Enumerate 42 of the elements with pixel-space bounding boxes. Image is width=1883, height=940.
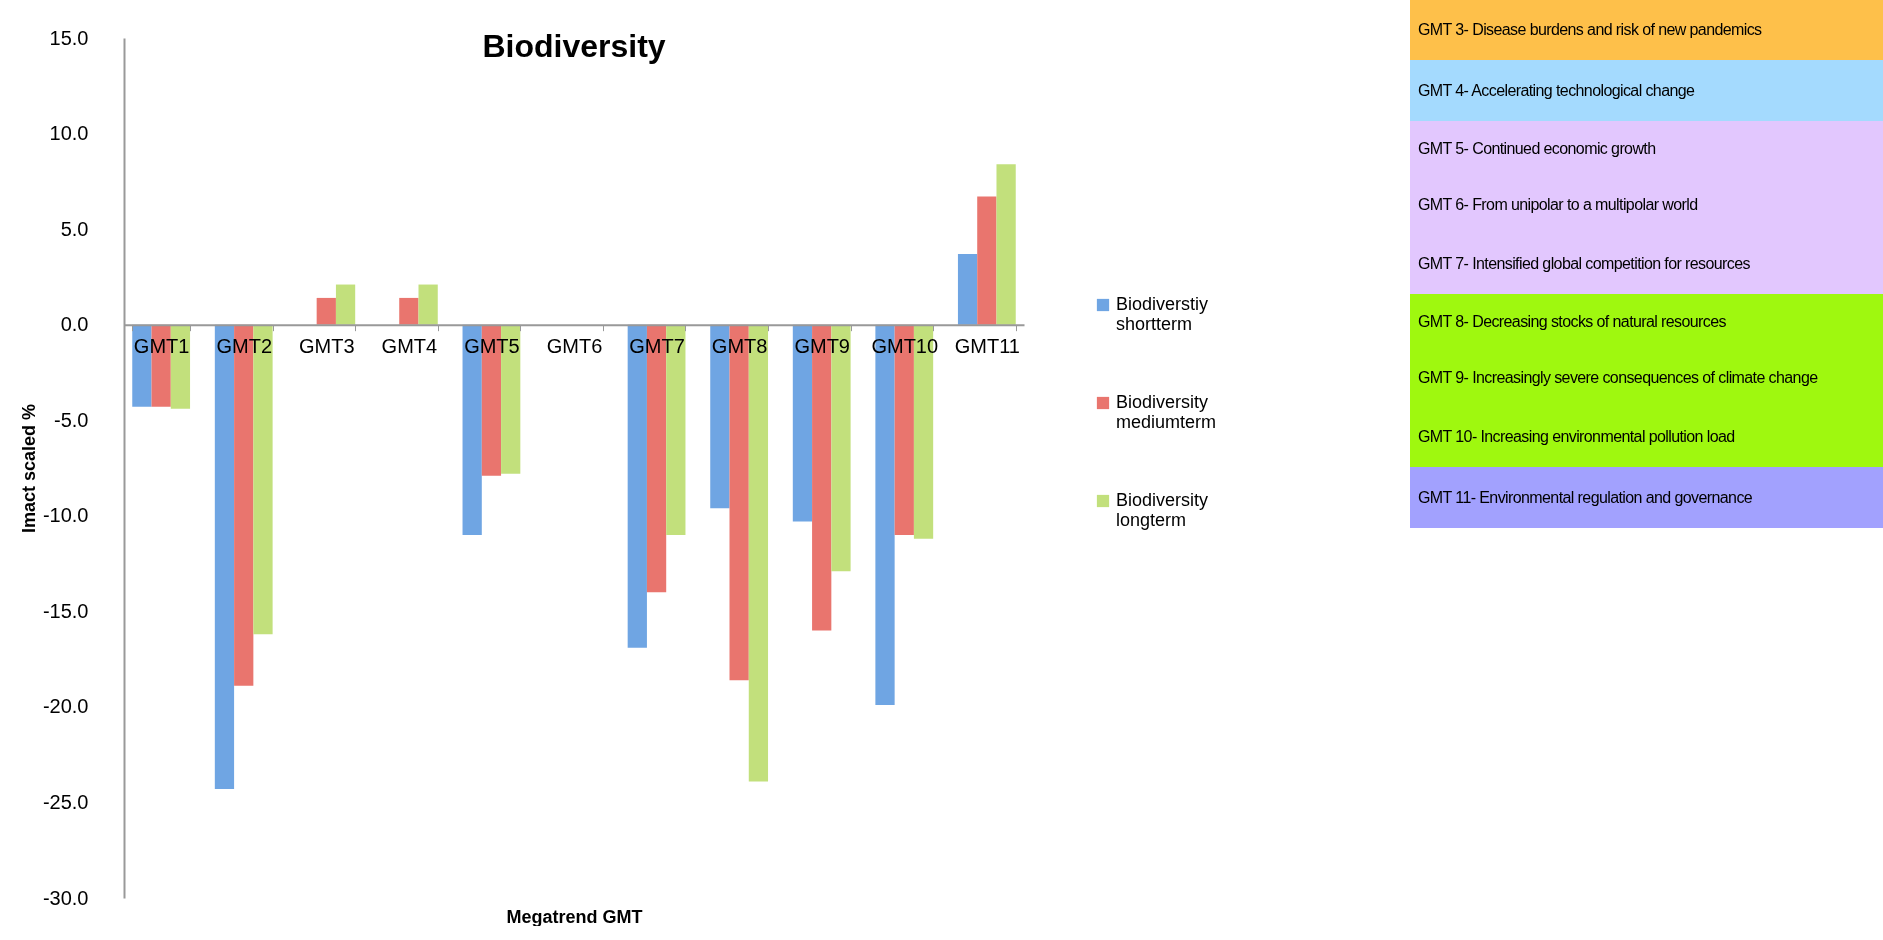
legend-label: Biodiverstiy shortterm bbox=[1116, 294, 1209, 334]
text: GMT 10- Increasing environmental pollution load bbox=[1410, 406, 1883, 467]
legend-label: Biodiversity mediumterm bbox=[1116, 392, 1217, 432]
x-tick-label: GMT9 bbox=[794, 335, 850, 358]
bar bbox=[399, 297, 419, 325]
y-tick-label: -10.0 bbox=[42, 504, 89, 527]
x-tick-label: GMT1 bbox=[133, 335, 190, 358]
text: GMT 5- Continued economic growth bbox=[1410, 121, 1883, 177]
x-tick-label: GMT5 bbox=[464, 335, 520, 358]
bar bbox=[977, 196, 997, 325]
bar bbox=[996, 164, 1016, 325]
legend-label: Biodiversity longterm bbox=[1116, 490, 1209, 530]
bar bbox=[957, 253, 978, 325]
y-tick-label: -5.0 bbox=[54, 408, 89, 431]
bar bbox=[316, 297, 336, 325]
text: GMT 8- Decreasing stocks of natural resources bbox=[1410, 294, 1883, 350]
y-tick-label: 15.0 bbox=[49, 26, 89, 49]
text: GMT 11- Environmental regulation and governance bbox=[1410, 467, 1883, 528]
x-tick-label: GMT8 bbox=[711, 335, 768, 358]
text: GMT 4- Accelerating technological change bbox=[1410, 60, 1883, 121]
x-axis-title: Megatrend GMT bbox=[506, 906, 643, 927]
y-axis-title: Imact scaled % bbox=[18, 403, 39, 534]
y-tick-label: -20.0 bbox=[42, 695, 89, 718]
x-tick-label: GMT6 bbox=[546, 335, 603, 358]
text: GMT 7- Intensified global competition for resources bbox=[1410, 233, 1883, 294]
y-tick-label: 5.0 bbox=[60, 217, 89, 240]
bar bbox=[335, 284, 356, 325]
y-tick-label: 0.0 bbox=[60, 313, 89, 336]
text: GMT 6- From unipolar to a multipolar world bbox=[1410, 177, 1883, 233]
y-tick-label: 10.0 bbox=[49, 122, 89, 145]
y-tick-label: -30.0 bbox=[42, 886, 89, 909]
text: GMT 9- Increasingly severe consequences of climate change bbox=[1410, 350, 1883, 406]
chart-title: Biodiversity bbox=[482, 28, 666, 64]
y-tick-label: -25.0 bbox=[42, 790, 89, 813]
x-tick-label: GMT7 bbox=[629, 335, 685, 358]
y-tick-label: -15.0 bbox=[42, 599, 89, 622]
x-tick-label: GMT11 bbox=[954, 335, 1020, 358]
x-tick-label: GMT4 bbox=[381, 335, 438, 358]
x-tick-label: GMT2 bbox=[216, 335, 273, 358]
x-tick-label: GMT3 bbox=[299, 335, 355, 358]
text: GMT 3- Disease burdens and risk of new pandemics bbox=[1410, 0, 1883, 60]
bar bbox=[418, 284, 438, 325]
